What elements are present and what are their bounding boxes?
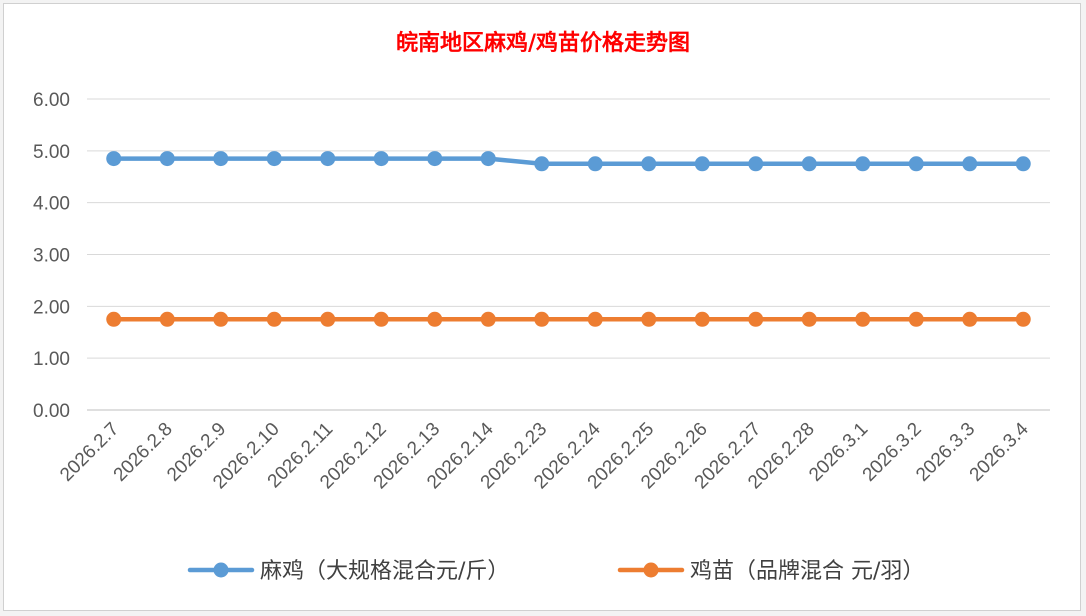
data-point <box>266 151 282 167</box>
data-point <box>908 156 924 172</box>
data-point <box>587 311 603 327</box>
data-point <box>480 311 496 327</box>
data-point <box>962 156 978 172</box>
data-point <box>587 156 603 172</box>
legend-label: 麻鸡（大规格混合元/斤） <box>260 559 509 584</box>
data-point <box>320 151 336 167</box>
data-point <box>266 311 282 327</box>
data-point <box>801 311 817 327</box>
series-layer <box>106 151 1031 327</box>
y-tick-label: 6.00 <box>33 90 70 111</box>
data-point <box>855 156 871 172</box>
data-point <box>480 151 496 167</box>
y-tick-label: 2.00 <box>33 297 70 318</box>
data-point <box>908 311 924 327</box>
chart-panel <box>3 3 1081 611</box>
data-point <box>159 311 175 327</box>
y-tick-label: 3.00 <box>33 246 70 267</box>
legend-item-1: 鸡苗（品牌混合 元/羽） <box>617 559 924 584</box>
legend-marker <box>213 562 229 578</box>
data-point <box>641 156 657 172</box>
data-point <box>427 151 443 167</box>
series-line <box>111 156 1026 167</box>
data-point <box>748 311 764 327</box>
data-point <box>320 311 336 327</box>
data-point <box>748 156 764 172</box>
data-point <box>962 311 978 327</box>
data-point <box>694 156 710 172</box>
y-tick-label: 1.00 <box>33 349 70 370</box>
y-tick-label: 4.00 <box>33 194 70 215</box>
legend: 麻鸡（大规格混合元/斤） 鸡苗（品牌混合 元/羽） <box>187 559 924 584</box>
series-1 <box>106 311 1031 327</box>
data-point <box>159 151 175 167</box>
legend-marker <box>643 562 659 578</box>
data-point <box>106 311 122 327</box>
legend-item-0: 麻鸡（大规格混合元/斤） <box>187 559 509 584</box>
gridlines <box>87 98 1050 411</box>
x-axis-ticks: 2026.2.72026.2.82026.2.92026.2.102026.2.… <box>56 418 1033 493</box>
data-point <box>373 151 389 167</box>
data-point <box>213 311 229 327</box>
data-point <box>694 311 710 327</box>
data-point <box>855 311 871 327</box>
data-point <box>801 156 817 172</box>
data-point <box>534 156 550 172</box>
data-point <box>373 311 389 327</box>
data-point <box>1015 311 1031 327</box>
chart-title: 皖南地区麻鸡/鸡苗价格走势图 <box>396 30 690 56</box>
data-point <box>641 311 657 327</box>
y-axis-ticks: 0.00 1.00 2.00 3.00 4.00 5.00 6.00 <box>33 90 70 422</box>
y-tick-label: 5.00 <box>33 142 70 163</box>
x-tick-label: 2026.3.4 <box>966 418 1033 485</box>
data-point <box>213 151 229 167</box>
data-point <box>106 151 122 167</box>
legend-label: 鸡苗（品牌混合 元/羽） <box>690 559 924 584</box>
series-0 <box>106 151 1031 172</box>
data-point <box>534 311 550 327</box>
y-tick-label: 0.00 <box>33 401 70 422</box>
data-point <box>1015 156 1031 172</box>
data-point <box>427 311 443 327</box>
